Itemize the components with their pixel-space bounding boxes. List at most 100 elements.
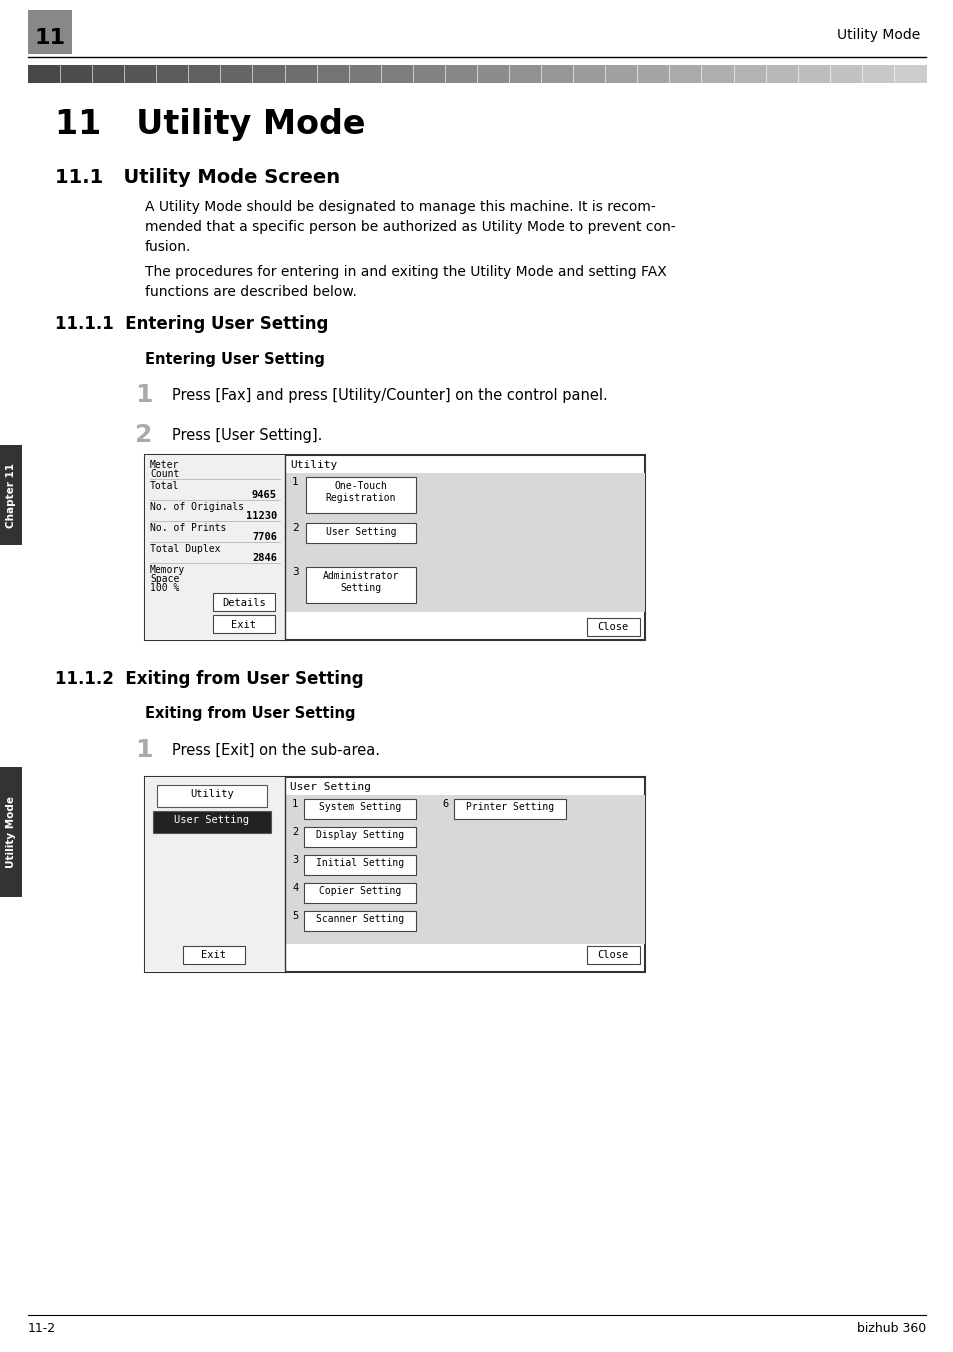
Text: Details: Details <box>222 598 266 608</box>
Text: 2846: 2846 <box>252 553 276 562</box>
Bar <box>92 65 125 82</box>
Bar <box>316 65 349 82</box>
Text: One-Touch
Registration: One-Touch Registration <box>325 481 395 503</box>
Text: Close: Close <box>597 622 628 631</box>
Bar <box>669 65 701 82</box>
Bar <box>700 65 734 82</box>
Text: 1: 1 <box>292 477 298 487</box>
Text: 4: 4 <box>292 883 298 894</box>
Text: 11.1   Utility Mode Screen: 11.1 Utility Mode Screen <box>55 168 340 187</box>
FancyBboxPatch shape <box>454 799 565 819</box>
Bar <box>413 65 445 82</box>
Bar <box>540 65 574 82</box>
FancyBboxPatch shape <box>306 477 416 512</box>
Text: 7706: 7706 <box>252 531 276 542</box>
Text: Press [User Setting].: Press [User Setting]. <box>172 429 322 443</box>
FancyBboxPatch shape <box>304 827 416 846</box>
Bar <box>145 456 644 639</box>
Text: Utility Mode: Utility Mode <box>6 796 16 868</box>
Text: 3: 3 <box>292 854 298 865</box>
Text: Utility: Utility <box>190 790 233 799</box>
Text: No. of Originals: No. of Originals <box>150 502 244 512</box>
Text: Meter: Meter <box>150 460 179 470</box>
Bar <box>637 65 670 82</box>
Text: 1: 1 <box>135 738 152 763</box>
Bar <box>253 65 285 82</box>
Bar <box>145 777 285 972</box>
Text: A Utility Mode should be designated to manage this machine. It is recom-
mended : A Utility Mode should be designated to m… <box>145 200 675 254</box>
Text: 11.1.1  Entering User Setting: 11.1.1 Entering User Setting <box>55 315 328 333</box>
Text: 2: 2 <box>292 523 298 533</box>
Text: 11-2: 11-2 <box>28 1322 56 1334</box>
Text: 3: 3 <box>292 566 298 577</box>
Text: No. of Prints: No. of Prints <box>150 523 226 533</box>
Text: 2: 2 <box>135 423 152 448</box>
Bar <box>285 473 644 612</box>
Text: 2: 2 <box>292 827 298 837</box>
Bar <box>604 65 638 82</box>
Text: Administrator
Setting: Administrator Setting <box>322 571 398 594</box>
Text: Scanner Setting: Scanner Setting <box>315 914 404 923</box>
FancyBboxPatch shape <box>213 615 274 633</box>
Bar <box>893 65 925 82</box>
Text: Utility: Utility <box>290 460 337 470</box>
Text: 11.1.2  Exiting from User Setting: 11.1.2 Exiting from User Setting <box>55 671 363 688</box>
Text: 5: 5 <box>292 911 298 921</box>
Bar <box>349 65 381 82</box>
Text: Memory: Memory <box>150 565 185 575</box>
Bar <box>285 795 644 944</box>
Text: The procedures for entering in and exiting the Utility Mode and setting FAX
func: The procedures for entering in and exiti… <box>145 265 666 299</box>
Text: 9465: 9465 <box>252 489 276 500</box>
Bar <box>733 65 765 82</box>
Text: 6: 6 <box>441 799 448 808</box>
Text: User Setting: User Setting <box>174 815 250 825</box>
Text: 11   Utility Mode: 11 Utility Mode <box>55 108 365 141</box>
Text: Press [Exit] on the sub-area.: Press [Exit] on the sub-area. <box>172 744 379 758</box>
Bar <box>444 65 477 82</box>
Text: User Setting: User Setting <box>290 781 371 792</box>
FancyBboxPatch shape <box>306 523 416 544</box>
FancyBboxPatch shape <box>304 799 416 819</box>
Text: Space: Space <box>150 575 179 584</box>
Bar <box>0 767 22 896</box>
Text: Display Setting: Display Setting <box>315 830 404 840</box>
Text: User Setting: User Setting <box>325 527 395 537</box>
FancyBboxPatch shape <box>304 911 416 932</box>
Bar <box>124 65 157 82</box>
Text: System Setting: System Setting <box>318 802 400 813</box>
FancyBboxPatch shape <box>304 854 416 875</box>
Text: 11230: 11230 <box>246 511 276 521</box>
FancyBboxPatch shape <box>183 946 245 964</box>
Bar <box>145 777 644 972</box>
Bar <box>156 65 189 82</box>
Bar <box>861 65 894 82</box>
Text: Utility Mode: Utility Mode <box>836 28 919 42</box>
Bar <box>0 445 22 545</box>
Bar <box>476 65 509 82</box>
Text: Exit: Exit <box>232 621 256 630</box>
Text: 1: 1 <box>292 799 298 808</box>
Text: 100 %: 100 % <box>150 583 179 594</box>
Bar <box>28 9 71 54</box>
Bar <box>380 65 414 82</box>
Text: Chapter 11: Chapter 11 <box>6 462 16 527</box>
FancyBboxPatch shape <box>586 618 639 635</box>
Text: Press [Fax] and press [Utility/Counter] on the control panel.: Press [Fax] and press [Utility/Counter] … <box>172 388 607 403</box>
Bar <box>797 65 830 82</box>
Bar <box>60 65 92 82</box>
Bar <box>28 65 61 82</box>
Bar <box>829 65 862 82</box>
Bar <box>220 65 253 82</box>
Text: Entering User Setting: Entering User Setting <box>145 352 325 366</box>
Bar <box>573 65 605 82</box>
FancyBboxPatch shape <box>586 946 639 964</box>
Text: 11: 11 <box>34 28 66 49</box>
Text: Exiting from User Setting: Exiting from User Setting <box>145 706 355 721</box>
Text: Exit: Exit <box>201 950 226 960</box>
Text: Initial Setting: Initial Setting <box>315 859 404 868</box>
Text: Total Duplex: Total Duplex <box>150 544 220 554</box>
Bar <box>509 65 541 82</box>
FancyBboxPatch shape <box>213 594 274 611</box>
FancyBboxPatch shape <box>304 883 416 903</box>
Text: 1: 1 <box>135 383 152 407</box>
